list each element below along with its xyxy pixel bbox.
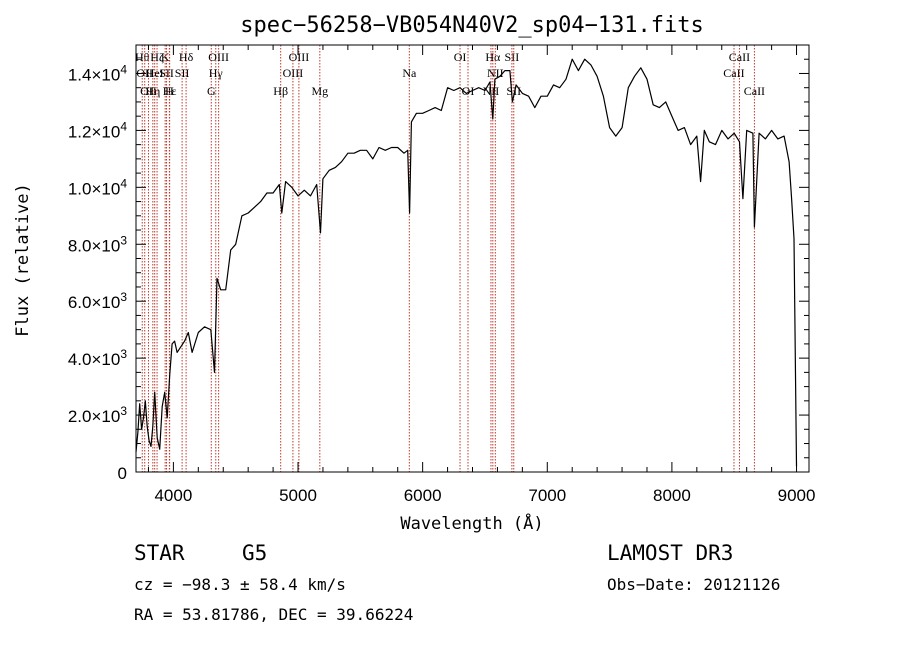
y-axis-label: Flux (relative) <box>13 183 33 337</box>
spectral-line-label: G <box>207 84 216 98</box>
spectral-line-label: K <box>161 50 170 64</box>
spectral-line-label: H <box>165 84 174 98</box>
y-tick-label: 6.0×103 <box>68 290 127 312</box>
y-tick-label: 4.0×103 <box>68 347 127 369</box>
x-tick-label: 7000 <box>528 486 566 505</box>
obs-date-text: Obs−Date: 20121126 <box>607 575 780 594</box>
x-tick-label: 5000 <box>279 486 317 505</box>
x-tick-label: 6000 <box>404 486 442 505</box>
spectral-line-label: OI <box>462 84 475 98</box>
spectral-line-label: Mg <box>311 84 328 98</box>
subclass-label: G5 <box>242 541 267 565</box>
spectral-line-label: OIII <box>208 50 229 64</box>
data-layer <box>135 58 798 467</box>
spectral-line-label: Hα <box>485 50 501 64</box>
spectral-line-label: HeI <box>146 66 164 80</box>
y-tick-label: 0 <box>118 464 127 483</box>
spectral-line-label: SII <box>159 66 174 80</box>
spectral-line-label: SII <box>505 50 520 64</box>
survey-label: LAMOST DR3 <box>607 541 733 565</box>
y-tick-label: 2.0×103 <box>68 404 127 426</box>
y-tick-label: 1.0×104 <box>68 176 127 198</box>
x-tick-label: 9000 <box>778 486 816 505</box>
class-label: STAR <box>134 541 185 565</box>
x-axis-label: Wavelength (Å) <box>400 512 543 534</box>
redshift-text: cz = −98.3 ± 58.4 km/s <box>134 575 346 594</box>
plot-frame <box>135 44 810 473</box>
spectral-line-label: Hθ <box>135 50 150 64</box>
spectral-line-label: Hη <box>145 84 160 98</box>
spectral-line-label: SII <box>175 66 190 80</box>
y-tick-label: 1.4×104 <box>68 62 127 84</box>
spectral-line-label: OIII <box>283 66 304 80</box>
spectral-line-label: CaII <box>723 66 744 80</box>
spectral-line-label: Na <box>402 66 417 80</box>
spectrum-series-line <box>135 58 798 467</box>
y-tick-label: 1.2×104 <box>68 119 127 141</box>
x-tick-label: 8000 <box>653 486 691 505</box>
spectral-line-label: CaII <box>744 84 765 98</box>
spectral-line-label: OI <box>454 50 467 64</box>
emission-lines-layer: HθOIIOIIHηHeIHζKSIIHεHHδSIIGHγOIIIHβOIII… <box>135 45 765 472</box>
x-tick-label: 4000 <box>154 486 192 505</box>
spectral-line-label: NII <box>487 66 504 80</box>
axes-layer: 4000 5000 6000 7000 8000 9000 0 2.0×103 4.0×103 6… <box>68 45 816 505</box>
spectral-line-label: Hγ <box>209 66 224 80</box>
spectral-line-label: Hζ <box>150 50 164 64</box>
spectral-line-label: Hβ <box>273 84 288 98</box>
chart-title: spec−56258−VB054N40V2_sp04−131.fits <box>240 13 704 38</box>
spectral-line-label: CaII <box>729 50 750 64</box>
spectral-line-label: Hδ <box>179 50 194 64</box>
y-tick-label: 8.0×103 <box>68 233 127 255</box>
spectral-line-label: OIII <box>289 50 310 64</box>
coordinates-text: RA = 53.81786, DEC = 39.66224 <box>134 605 413 624</box>
